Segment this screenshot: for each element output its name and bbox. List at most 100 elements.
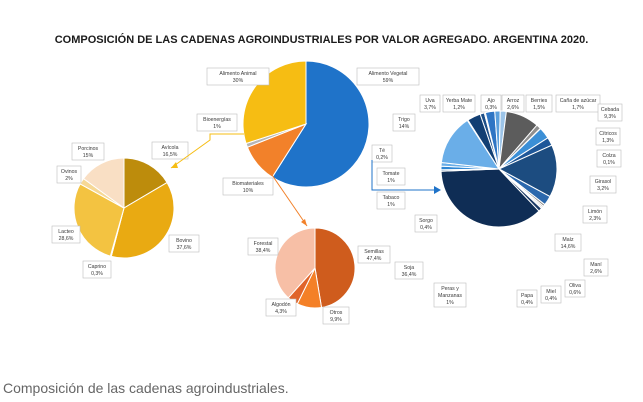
data-label-box bbox=[540, 285, 562, 304]
slice-value-bovino: 37,6% bbox=[177, 245, 192, 251]
slice-value-ovinos: 2% bbox=[65, 176, 73, 182]
pie-slice-soja bbox=[440, 168, 540, 228]
slice-value-oliva: 0,6% bbox=[569, 290, 581, 296]
slice-label-alimento-animal: Alimento Animal bbox=[219, 71, 256, 77]
slice-value-bioenergias: 1% bbox=[213, 124, 221, 130]
pie-slice-alimento-vegetal bbox=[271, 60, 370, 188]
slice-label-lacteo: Lacteo bbox=[58, 229, 74, 235]
pie-slice-alimento-animal bbox=[242, 60, 307, 145]
data-label-box bbox=[414, 214, 438, 233]
slice-value-biomateriales: 10% bbox=[243, 188, 254, 194]
slice-label-miel: Miel bbox=[546, 289, 556, 295]
slice-label-tabaco: Tabaco bbox=[383, 195, 400, 201]
data-label-box bbox=[71, 142, 105, 161]
data-label-box bbox=[597, 103, 623, 122]
slice-value-cebada: 9,3% bbox=[604, 114, 616, 120]
slice-label-semillas: Semillas bbox=[364, 249, 384, 255]
data-label-box bbox=[247, 237, 279, 256]
slice-label-sorgo: Sorgo bbox=[419, 218, 433, 224]
data-label-box bbox=[433, 282, 467, 308]
data-label-box bbox=[371, 144, 393, 163]
slice-value-otros: 9,9% bbox=[330, 317, 342, 323]
data-label-box bbox=[56, 165, 82, 184]
data-label-box bbox=[555, 94, 601, 113]
slice-value-tabaco: 1% bbox=[387, 202, 395, 208]
slice-value-yerba-mate: 1,2% bbox=[453, 105, 465, 111]
data-label-box bbox=[356, 67, 420, 86]
slice-label-avicola: Avícola bbox=[162, 145, 179, 151]
slice-label-cana-de-azucar: Caña de azúcar bbox=[560, 98, 597, 104]
data-label-box bbox=[501, 94, 525, 113]
slice-value-forestal: 38,4% bbox=[256, 248, 271, 254]
slice-label-citricos: Cítricos bbox=[599, 131, 617, 137]
slice-value-alimento-animal: 30% bbox=[233, 78, 244, 84]
slice-value-avicola: 16,5% bbox=[163, 152, 178, 158]
slice-label-cebada: Cebada bbox=[601, 107, 619, 113]
data-label-box bbox=[525, 94, 553, 113]
slice-label-tomate: Tomate bbox=[382, 171, 399, 177]
data-label-box bbox=[394, 261, 424, 280]
slice-label-mani: Maní bbox=[590, 262, 602, 268]
slice-label-trigo: Trigo bbox=[398, 117, 410, 123]
slice-label-te: Té bbox=[379, 148, 385, 154]
data-label-box bbox=[595, 127, 621, 146]
slice-value-tomate: 1% bbox=[387, 178, 395, 184]
slice-label-biomateriales: Biomateriales bbox=[232, 181, 264, 187]
data-label-box bbox=[442, 94, 476, 113]
slice-value-te: 0,2% bbox=[376, 155, 388, 161]
slice-value-girasol: 3,2% bbox=[597, 186, 609, 192]
slice-value-arroz: 2,6% bbox=[507, 105, 519, 111]
slice-label-maiz: Maíz bbox=[562, 237, 574, 243]
data-label-box bbox=[582, 205, 608, 224]
slice-label-arroz: Arroz bbox=[507, 98, 520, 104]
data-label-box bbox=[82, 260, 112, 279]
figure-caption: Composición de las cadenas agroindustria… bbox=[3, 380, 289, 396]
slice-label-otros: Otros bbox=[330, 310, 343, 316]
data-label-box bbox=[168, 234, 200, 253]
data-label-box bbox=[516, 289, 538, 308]
chart-title: COMPOSICIÓN DE LAS CADENAS AGROINDUSTRIA… bbox=[54, 34, 589, 46]
pie-slice-maiz bbox=[497, 144, 558, 198]
slice-value-soja: 36,4% bbox=[402, 272, 417, 278]
slice-value-alimento-vegetal: 59% bbox=[383, 78, 394, 84]
data-label-box bbox=[564, 279, 586, 298]
pie-slice-porcinos bbox=[82, 157, 125, 209]
data-label-box bbox=[222, 177, 274, 196]
slice-label-ovinos: Ovinos bbox=[61, 169, 78, 175]
slice-label-bioenergias: Bioenergías bbox=[203, 117, 231, 123]
data-label-box bbox=[376, 191, 406, 210]
data-label-box bbox=[206, 67, 270, 86]
connector-biomateriales bbox=[269, 171, 308, 227]
slice-label-girasol: Girasol bbox=[595, 179, 611, 185]
slice-label-ajo: Ajo bbox=[487, 98, 495, 104]
slice-label-forestal: Forestal bbox=[254, 241, 273, 247]
data-label-box bbox=[151, 141, 189, 160]
slice-value-peras-y-manzanas: 1% bbox=[446, 300, 454, 306]
connector-alimento-vegetal bbox=[371, 160, 437, 191]
slice-label-soja: Soja bbox=[404, 265, 414, 271]
slice-label-porcinos: Porcinos bbox=[78, 146, 99, 152]
slice-value-papa: 0,4% bbox=[521, 300, 533, 306]
data-label-box bbox=[419, 94, 441, 113]
data-label-box bbox=[265, 298, 297, 317]
slice-value-limon: 2,3% bbox=[589, 216, 601, 222]
slice-value-porcinos: 15% bbox=[83, 153, 94, 159]
slice-label-colza: Colza bbox=[602, 153, 615, 159]
slice-value-berries: 1,5% bbox=[533, 105, 545, 111]
data-label-box bbox=[554, 233, 582, 252]
pie-slice-semillas bbox=[314, 227, 356, 309]
slice-value-citricos: 1,3% bbox=[602, 138, 614, 144]
data-label-box bbox=[51, 225, 81, 244]
slice-value-uva: 3,7% bbox=[424, 105, 436, 111]
slice-value-mani: 2,6% bbox=[590, 269, 602, 275]
slice-label-algodon: Algodón bbox=[271, 302, 290, 308]
data-label-box bbox=[596, 149, 622, 168]
slice-value-sorgo: 0,4% bbox=[420, 225, 432, 231]
chart-area: COMPOSICIÓN DE LAS CADENAS AGROINDUSTRIA… bbox=[51, 34, 623, 325]
connector-alimento-animal bbox=[170, 133, 244, 169]
slice-value-cana-de-azucar: 1,7% bbox=[572, 105, 584, 111]
slice-label-limon: Limón bbox=[588, 209, 602, 215]
slice-label-papa: Papa bbox=[521, 293, 533, 299]
slice-label-alimento-vegetal: Alimento Vegetal bbox=[369, 71, 408, 77]
